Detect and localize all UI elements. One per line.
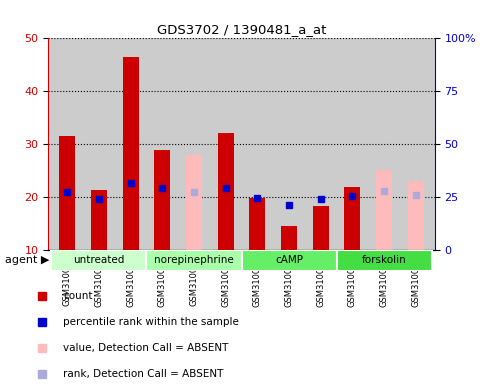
Bar bbox=[123, 57, 139, 250]
Text: percentile rank within the sample: percentile rank within the sample bbox=[63, 317, 239, 327]
Text: forskolin: forskolin bbox=[362, 255, 406, 265]
Bar bbox=[281, 226, 297, 250]
Bar bbox=[344, 187, 360, 250]
Bar bbox=[249, 198, 265, 250]
Bar bbox=[337, 250, 431, 271]
Title: GDS3702 / 1390481_a_at: GDS3702 / 1390481_a_at bbox=[157, 23, 326, 36]
Text: rank, Detection Call = ABSENT: rank, Detection Call = ABSENT bbox=[63, 369, 224, 379]
Bar bbox=[52, 250, 146, 271]
Bar bbox=[218, 134, 234, 250]
Bar bbox=[376, 170, 392, 250]
Bar bbox=[313, 206, 328, 250]
Text: norepinephrine: norepinephrine bbox=[154, 255, 234, 265]
Text: agent ▶: agent ▶ bbox=[5, 255, 49, 265]
Text: value, Detection Call = ABSENT: value, Detection Call = ABSENT bbox=[63, 343, 228, 353]
Bar bbox=[59, 136, 75, 250]
Bar bbox=[408, 181, 424, 250]
Text: cAMP: cAMP bbox=[275, 255, 303, 265]
Bar bbox=[242, 250, 337, 271]
Bar bbox=[155, 151, 170, 250]
Bar bbox=[146, 250, 242, 271]
Bar bbox=[186, 155, 202, 250]
Text: count: count bbox=[63, 291, 93, 301]
Bar bbox=[91, 190, 107, 250]
Text: untreated: untreated bbox=[73, 255, 125, 265]
